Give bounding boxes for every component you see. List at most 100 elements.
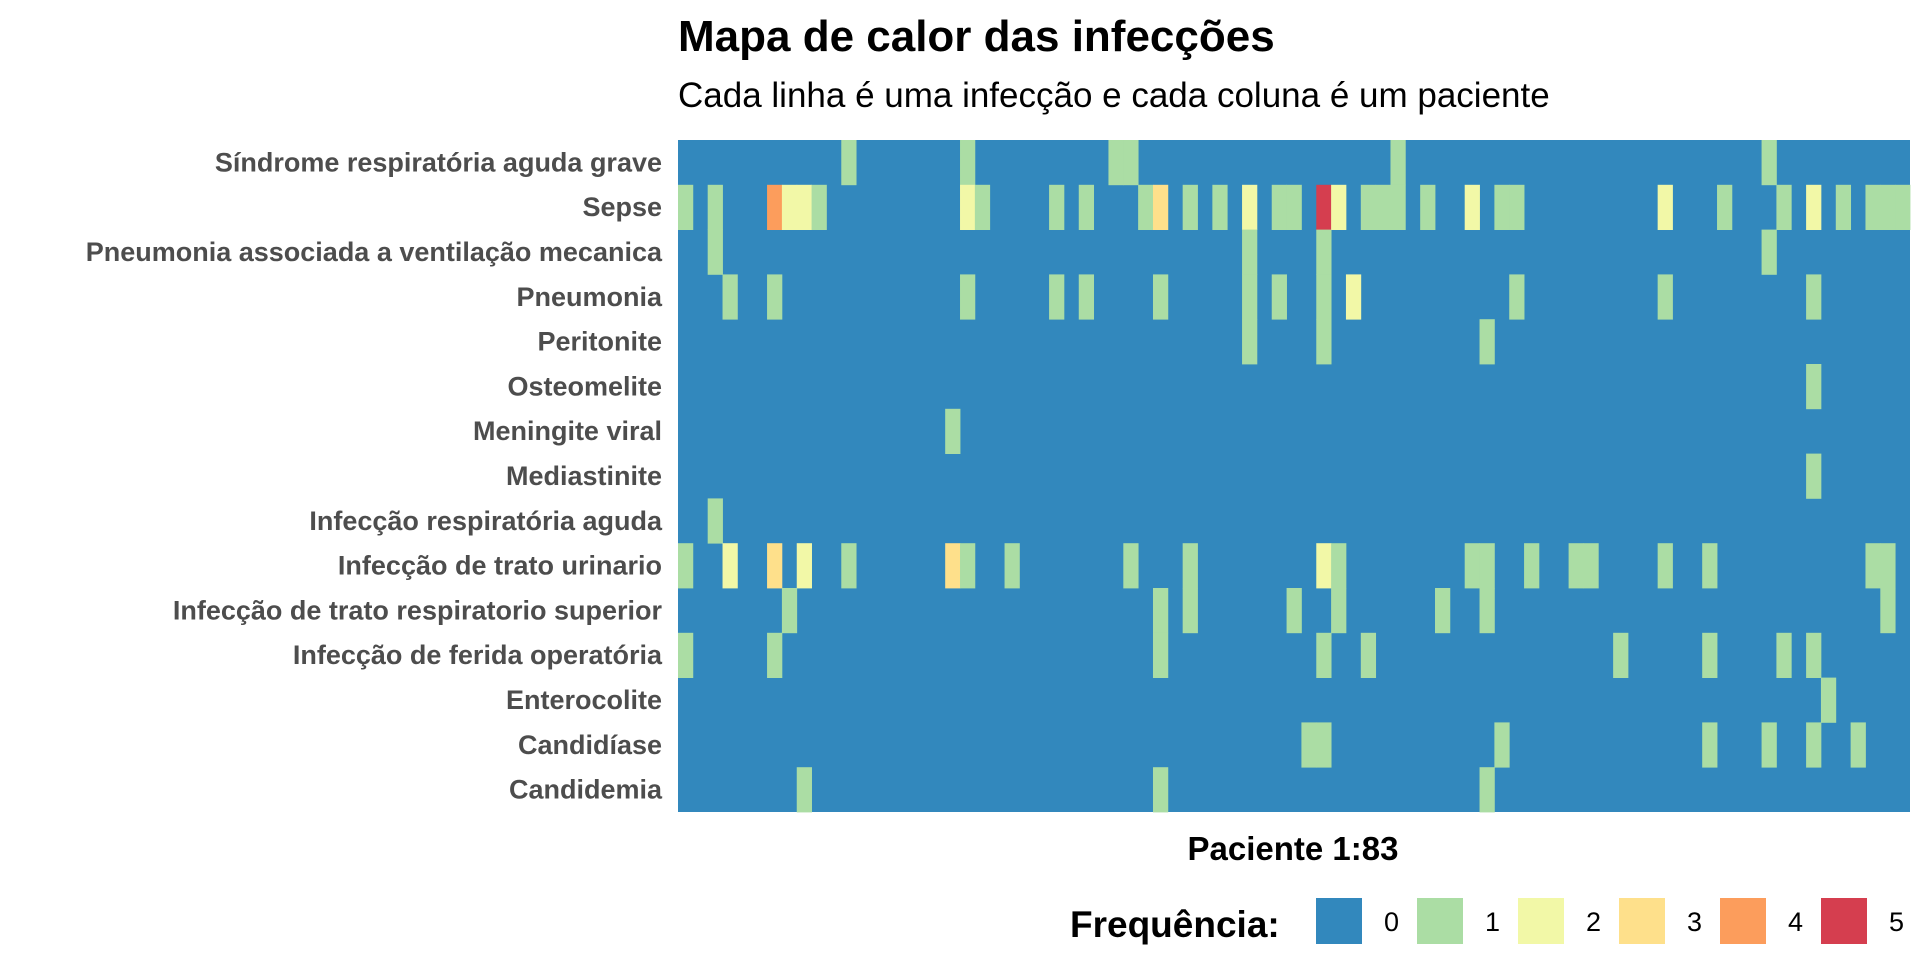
heatmap-cell	[781, 184, 798, 230]
heatmap-cell	[767, 543, 783, 589]
heatmap-cell	[1316, 184, 1332, 230]
heatmap-cell	[1657, 274, 1673, 320]
heatmap-cell	[767, 274, 783, 320]
heatmap-cell	[707, 229, 723, 275]
row-label: Candidemia	[509, 775, 663, 805]
row-label: Pneumonia	[516, 282, 663, 312]
heatmap-cell	[781, 588, 798, 634]
x-axis-label: Paciente 1:83	[1188, 830, 1399, 867]
heatmap-cell	[1806, 364, 1822, 410]
heatmap-cell	[1212, 184, 1228, 230]
heatmap-cell	[1316, 274, 1332, 320]
heatmap-cell	[1360, 184, 1377, 230]
heatmap-cell	[1108, 140, 1124, 186]
heatmap-cell	[1316, 229, 1332, 275]
heatmap-cell	[767, 632, 783, 678]
heatmap-cell	[722, 543, 738, 589]
heatmap-cell	[678, 632, 694, 678]
heatmap-cell	[1152, 274, 1169, 320]
heatmap-cell	[1776, 632, 1792, 678]
heatmap-cell	[707, 184, 723, 230]
heatmap-cell	[1820, 677, 1837, 723]
heatmap-cell	[974, 184, 991, 230]
heatmap-cell	[1880, 184, 1896, 230]
row-label: Sepse	[582, 192, 662, 222]
heatmap-cell	[707, 498, 723, 544]
heatmap-cell	[1242, 274, 1258, 320]
heatmap-cell	[767, 184, 783, 230]
row-label: Infecção de ferida operatória	[293, 640, 663, 670]
legend-label: 3	[1687, 907, 1702, 937]
heatmap-cell	[796, 767, 812, 813]
heatmap-cell	[960, 543, 976, 589]
heatmap-cell	[1182, 543, 1198, 589]
heatmap-cell	[1494, 184, 1510, 230]
heatmap-cell	[1123, 140, 1139, 186]
row-label: Candidíase	[518, 730, 662, 760]
heatmap-cell	[1568, 543, 1584, 589]
heatmap-cell	[1479, 767, 1495, 813]
heatmap-cell	[960, 140, 976, 186]
legend-key	[1821, 898, 1867, 944]
heatmap-cell	[1360, 632, 1377, 678]
heatmap-cell	[1776, 184, 1792, 230]
heatmap-cell	[1895, 184, 1911, 230]
heatmap-cell	[1865, 184, 1881, 230]
chart-subtitle: Cada linha é uma infecção e cada coluna …	[678, 76, 1550, 115]
legend-label: 2	[1586, 907, 1601, 937]
legend-label: 4	[1788, 907, 1803, 937]
heatmap-cell	[1835, 184, 1852, 230]
heatmap-cell	[1049, 184, 1065, 230]
heatmap-cell	[1182, 588, 1198, 634]
heatmap-cell	[1316, 632, 1332, 678]
heatmap-cell	[960, 274, 976, 320]
heatmap-cell	[1375, 184, 1391, 230]
legend-label: 1	[1485, 907, 1500, 937]
heatmap-cell	[1761, 140, 1777, 186]
heatmap-cell	[945, 408, 961, 454]
heatmap-cell	[1152, 184, 1169, 230]
heatmap-cell	[1316, 722, 1332, 768]
heatmap-cell	[678, 543, 694, 589]
heatmap-cell	[796, 543, 812, 589]
heatmap-cell	[1509, 184, 1525, 230]
row-label: Infecção respiratória aguda	[309, 506, 663, 536]
heatmap-cell	[841, 140, 857, 186]
heatmap-cell	[1494, 722, 1510, 768]
heatmap-cell	[1880, 588, 1896, 634]
row-label: Mediastinite	[506, 461, 662, 491]
heatmap-cell	[1717, 184, 1733, 230]
heatmap-cell	[1420, 184, 1436, 230]
heatmap-cell	[678, 184, 694, 230]
heatmap-cell	[1865, 543, 1881, 589]
heatmap-cell	[1702, 632, 1718, 678]
heatmap-cell	[1152, 767, 1169, 813]
heatmap-cell	[1583, 543, 1599, 589]
row-label: Infecção de trato respiratorio superior	[173, 595, 663, 625]
heatmap-cell	[1390, 140, 1406, 186]
heatmap-cell	[1242, 184, 1258, 230]
heatmap-cell	[1464, 184, 1480, 230]
heatmap-cell	[1657, 543, 1673, 589]
heatmap-cell	[1331, 184, 1347, 230]
heatmap-cell	[1152, 588, 1169, 634]
heatmap-cell	[1271, 184, 1287, 230]
heatmap-cell	[1390, 184, 1406, 230]
legend-label: 5	[1889, 907, 1904, 937]
heatmap-cell	[722, 274, 738, 320]
heatmap-cell	[1286, 588, 1302, 634]
heatmap-cell	[1524, 543, 1540, 589]
chart-title: Mapa de calor das infecções	[678, 12, 1275, 61]
heatmap-cell	[1761, 229, 1777, 275]
heatmap-cell	[1702, 543, 1718, 589]
heatmap-cell	[1850, 722, 1866, 768]
row-label: Osteomelite	[507, 371, 662, 401]
heatmap-cell	[1806, 722, 1822, 768]
legend-key	[1619, 898, 1665, 944]
heatmap-cell	[841, 543, 857, 589]
heatmap-cell	[1271, 274, 1287, 320]
row-label: Síndrome respiratória aguda grave	[215, 147, 662, 177]
heatmap-cell	[1152, 632, 1169, 678]
heatmap-background-zero	[678, 140, 1910, 812]
